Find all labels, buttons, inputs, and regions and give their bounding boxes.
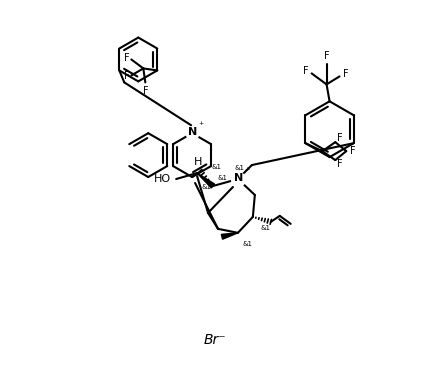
Text: &1: &1: [201, 184, 211, 190]
Text: &1: &1: [211, 164, 221, 170]
Text: F: F: [337, 133, 343, 143]
Text: ⁺: ⁺: [198, 121, 204, 131]
Text: &1: &1: [261, 225, 271, 231]
Text: F: F: [350, 146, 356, 156]
Text: F: F: [124, 72, 129, 82]
Text: &1: &1: [218, 175, 228, 181]
Polygon shape: [197, 173, 215, 188]
Text: H: H: [194, 157, 202, 167]
Text: F: F: [124, 54, 129, 63]
Text: Br⁻: Br⁻: [204, 334, 226, 347]
Text: N: N: [188, 127, 198, 137]
Polygon shape: [221, 233, 238, 239]
Text: F: F: [142, 86, 148, 96]
Text: ⁺: ⁺: [244, 167, 249, 177]
Text: &1: &1: [235, 165, 245, 171]
Text: F: F: [324, 51, 329, 62]
Text: &1: &1: [243, 241, 253, 247]
Text: F: F: [343, 69, 348, 79]
Text: HO: HO: [154, 174, 171, 184]
Text: F: F: [337, 159, 343, 169]
Text: F: F: [303, 66, 309, 76]
Text: N: N: [234, 173, 243, 183]
